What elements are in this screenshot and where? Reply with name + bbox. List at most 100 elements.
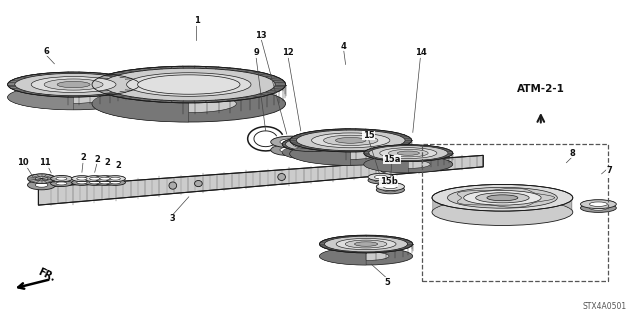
Ellipse shape <box>388 149 428 157</box>
Ellipse shape <box>290 129 412 152</box>
Polygon shape <box>319 235 366 265</box>
Ellipse shape <box>84 180 105 185</box>
Ellipse shape <box>444 161 452 167</box>
Text: 2: 2 <box>94 155 100 164</box>
Ellipse shape <box>110 177 120 180</box>
Ellipse shape <box>57 81 90 88</box>
Text: STX4A0501: STX4A0501 <box>583 302 627 311</box>
Ellipse shape <box>447 187 557 208</box>
Polygon shape <box>282 137 312 160</box>
Polygon shape <box>29 174 54 183</box>
Ellipse shape <box>35 176 48 181</box>
Ellipse shape <box>364 156 452 173</box>
Ellipse shape <box>463 190 541 205</box>
Ellipse shape <box>28 174 56 183</box>
Ellipse shape <box>127 73 251 96</box>
Ellipse shape <box>346 240 387 248</box>
Ellipse shape <box>319 235 413 253</box>
Text: 8: 8 <box>570 149 575 158</box>
Ellipse shape <box>335 137 366 143</box>
Polygon shape <box>433 184 572 210</box>
Ellipse shape <box>92 85 285 122</box>
Ellipse shape <box>95 176 115 182</box>
Text: 10: 10 <box>17 158 28 167</box>
Ellipse shape <box>56 177 67 180</box>
Ellipse shape <box>195 181 202 187</box>
Ellipse shape <box>290 142 412 165</box>
Polygon shape <box>96 176 114 181</box>
Text: 4: 4 <box>340 42 347 51</box>
Ellipse shape <box>90 181 100 184</box>
Ellipse shape <box>141 95 236 113</box>
Ellipse shape <box>380 166 388 172</box>
Ellipse shape <box>95 180 115 185</box>
Ellipse shape <box>280 147 303 153</box>
Text: 7: 7 <box>607 166 612 175</box>
Ellipse shape <box>28 180 56 190</box>
Ellipse shape <box>90 177 100 180</box>
Ellipse shape <box>580 200 616 209</box>
Polygon shape <box>86 176 104 181</box>
Polygon shape <box>106 176 124 181</box>
Text: ATM-2-1: ATM-2-1 <box>517 84 564 94</box>
Text: 11: 11 <box>39 158 51 167</box>
Ellipse shape <box>145 76 232 93</box>
Ellipse shape <box>280 139 303 145</box>
Bar <box>422 144 608 281</box>
Ellipse shape <box>271 144 312 156</box>
Ellipse shape <box>376 182 404 191</box>
Ellipse shape <box>102 68 275 101</box>
Ellipse shape <box>374 175 387 179</box>
Ellipse shape <box>41 91 106 103</box>
Ellipse shape <box>51 175 72 182</box>
Text: 3: 3 <box>170 214 175 223</box>
Ellipse shape <box>319 247 413 265</box>
Ellipse shape <box>100 177 110 180</box>
Text: 14: 14 <box>415 48 426 57</box>
Ellipse shape <box>138 75 240 94</box>
Ellipse shape <box>343 252 389 261</box>
Ellipse shape <box>299 141 326 147</box>
Ellipse shape <box>369 145 448 161</box>
Ellipse shape <box>589 206 607 210</box>
Polygon shape <box>38 155 483 205</box>
Ellipse shape <box>432 199 573 226</box>
Text: 15: 15 <box>363 131 374 140</box>
Ellipse shape <box>380 148 437 159</box>
Text: 15b: 15b <box>380 177 397 186</box>
Ellipse shape <box>285 137 339 151</box>
Ellipse shape <box>336 238 396 250</box>
Polygon shape <box>364 145 408 173</box>
Polygon shape <box>73 176 91 181</box>
Ellipse shape <box>51 180 72 187</box>
Ellipse shape <box>92 66 285 103</box>
Ellipse shape <box>374 178 387 182</box>
Polygon shape <box>92 66 189 122</box>
Ellipse shape <box>387 160 430 168</box>
Ellipse shape <box>589 202 607 206</box>
Ellipse shape <box>432 184 573 211</box>
Ellipse shape <box>77 177 87 180</box>
Polygon shape <box>52 175 71 182</box>
Ellipse shape <box>293 139 332 149</box>
Ellipse shape <box>8 85 140 110</box>
Polygon shape <box>273 136 310 147</box>
Ellipse shape <box>169 182 177 189</box>
Ellipse shape <box>72 176 92 182</box>
Ellipse shape <box>376 186 404 194</box>
Ellipse shape <box>368 174 394 181</box>
Ellipse shape <box>282 137 342 152</box>
Polygon shape <box>582 200 614 206</box>
Ellipse shape <box>324 236 408 252</box>
Ellipse shape <box>100 181 110 184</box>
Ellipse shape <box>476 193 529 203</box>
Ellipse shape <box>271 136 312 148</box>
Text: 12: 12 <box>282 48 294 57</box>
Ellipse shape <box>487 195 518 201</box>
Text: 2: 2 <box>104 158 111 167</box>
Polygon shape <box>369 174 392 179</box>
Ellipse shape <box>77 181 87 184</box>
Ellipse shape <box>15 73 132 96</box>
Ellipse shape <box>72 180 92 185</box>
Ellipse shape <box>312 133 390 148</box>
